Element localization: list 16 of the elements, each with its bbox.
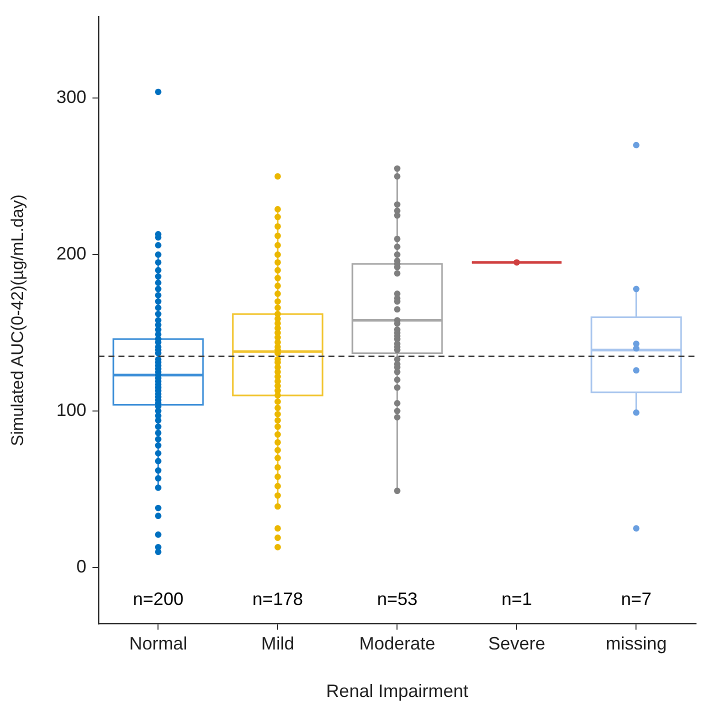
y-tick-label: 300 [56, 87, 86, 108]
y-tick-label: 100 [56, 400, 86, 420]
annotation: n=7 [620, 588, 652, 609]
x-tick-label: Severe [488, 634, 546, 654]
y-axis-title: Simulated AUC(0-42)(µg/mL.day) [8, 194, 27, 446]
x-tick-label: Moderate [359, 634, 436, 654]
annotation: n=1 [501, 588, 532, 609]
annotation: n=178 [252, 588, 303, 609]
annotation: n=200 [132, 588, 184, 609]
x-tick-label: Mild [261, 634, 294, 654]
x-tick-label: missing [606, 634, 667, 654]
y-tick-label: 200 [56, 244, 86, 264]
x-axis-title: Renal Impairment [326, 681, 468, 702]
y-tick-label: 0 [76, 556, 86, 576]
x-tick-label: Normal [129, 634, 188, 654]
annotation: n=53 [376, 588, 418, 609]
